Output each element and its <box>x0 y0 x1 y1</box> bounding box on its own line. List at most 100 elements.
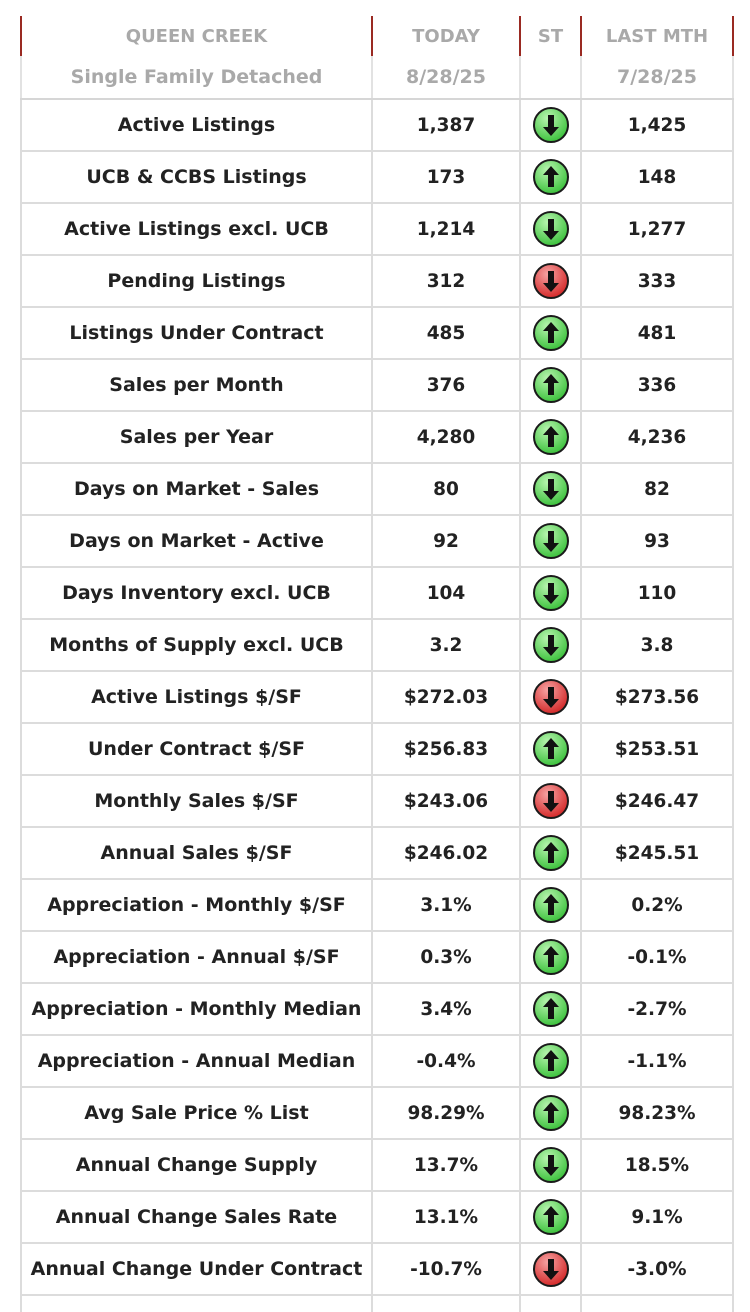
today-value: 3.1% <box>371 878 521 932</box>
arrow-up-icon <box>532 315 569 351</box>
today-value: 98.29% <box>371 1086 521 1140</box>
table-row: Pending Listings 312 333 <box>20 254 734 308</box>
today-value: 0.3% <box>371 930 521 984</box>
table-row: Appreciation - Annual Median -0.4% -1.1% <box>20 1034 734 1088</box>
trend-cell <box>519 98 582 152</box>
metric-label: Appreciation - Annual Median <box>20 1034 373 1088</box>
property-type-label: Single Family Detached <box>20 56 373 100</box>
trend-cell <box>519 514 582 568</box>
arrow-down-icon <box>532 523 569 559</box>
today-value: 376 <box>371 358 521 412</box>
trend-cell <box>519 306 582 360</box>
table-row: Active Listings 1,387 1,425 <box>20 98 734 152</box>
metric-label: Appreciation - Monthly Median <box>20 982 373 1036</box>
table-row: UCB & CCBS Listings 173 148 <box>20 150 734 204</box>
arrow-down-icon <box>532 471 569 507</box>
metric-label: Annual Change Supply <box>20 1138 373 1192</box>
today-value: 4,280 <box>371 410 521 464</box>
today-value: 1,387 <box>371 98 521 152</box>
table-cell <box>371 1294 521 1312</box>
table-row: Listings Under Contract 485 481 <box>20 306 734 360</box>
table-row: Sales per Year 4,280 4,236 <box>20 410 734 464</box>
metric-label: Active Listings excl. UCB <box>20 202 373 256</box>
arrow-up-icon <box>532 419 569 455</box>
today-value: $246.02 <box>371 826 521 880</box>
today-date: 8/28/25 <box>371 56 521 100</box>
table-row: Under Contract $/SF $256.83 $253.51 <box>20 722 734 776</box>
today-value: 173 <box>371 150 521 204</box>
trend-cell <box>519 202 582 256</box>
today-value: 13.7% <box>371 1138 521 1192</box>
trend-cell <box>519 930 582 984</box>
trend-cell <box>519 462 582 516</box>
today-value: -10.7% <box>371 1242 521 1296</box>
arrow-up-icon <box>532 991 569 1027</box>
today-value: $243.06 <box>371 774 521 828</box>
table-row: Active Listings $/SF $272.03 $273.56 <box>20 670 734 724</box>
today-value: 3.4% <box>371 982 521 1036</box>
trend-cell <box>519 1138 582 1192</box>
arrow-up-icon <box>532 835 569 871</box>
arrow-up-icon <box>532 887 569 923</box>
last-month-value: 336 <box>580 358 734 412</box>
trend-cell <box>519 1190 582 1244</box>
metric-label: Appreciation - Monthly $/SF <box>20 878 373 932</box>
table-row: Annual Change Supply 13.7% 18.5% <box>20 1138 734 1192</box>
last-month-value: -0.1% <box>580 930 734 984</box>
metric-label: Annual Change Under Contract <box>20 1242 373 1296</box>
trend-cell <box>519 670 582 724</box>
arrow-up-icon <box>532 731 569 767</box>
trend-cell <box>519 358 582 412</box>
table-row: Days Inventory excl. UCB 104 110 <box>20 566 734 620</box>
table-row: Active Listings excl. UCB 1,214 1,277 <box>20 202 734 256</box>
table-row: Annual Change Under Contract -10.7% -3.0% <box>20 1242 734 1296</box>
metric-label: Sales per Month <box>20 358 373 412</box>
metric-label: Days on Market - Sales <box>20 462 373 516</box>
last-month-value: 333 <box>580 254 734 308</box>
table-row <box>20 1294 734 1312</box>
today-value: 485 <box>371 306 521 360</box>
last-month-value: 3.8 <box>580 618 734 672</box>
table-row: Appreciation - Monthly Median 3.4% -2.7% <box>20 982 734 1036</box>
last-month-value: 4,236 <box>580 410 734 464</box>
trend-cell <box>519 1034 582 1088</box>
last-month-value: 98.23% <box>580 1086 734 1140</box>
arrow-down-icon <box>532 627 569 663</box>
metric-label: Months of Supply excl. UCB <box>20 618 373 672</box>
last-month-value: $245.51 <box>580 826 734 880</box>
last-month-value: $273.56 <box>580 670 734 724</box>
metric-label: Days Inventory excl. UCB <box>20 566 373 620</box>
metric-label: Appreciation - Annual $/SF <box>20 930 373 984</box>
metric-label: Days on Market - Active <box>20 514 373 568</box>
today-value: 13.1% <box>371 1190 521 1244</box>
trend-cell <box>519 826 582 880</box>
last-month-value: 1,277 <box>580 202 734 256</box>
table-cell <box>580 1294 734 1312</box>
area-header: QUEEN CREEK <box>20 16 373 56</box>
last-month-value: 110 <box>580 566 734 620</box>
table-row: Appreciation - Monthly $/SF 3.1% 0.2% <box>20 878 734 932</box>
metric-label: Monthly Sales $/SF <box>20 774 373 828</box>
last-month-header: LAST MTH <box>581 16 734 56</box>
metric-label: Pending Listings <box>20 254 373 308</box>
arrow-up-icon <box>532 1095 569 1131</box>
market-stats-table: QUEEN CREEK TODAY ST LAST MTH Single Fam… <box>20 16 734 1312</box>
metric-label: Active Listings <box>20 98 373 152</box>
arrow-up-icon <box>532 939 569 975</box>
arrow-up-icon <box>532 367 569 403</box>
market-stats-table-container: QUEEN CREEK TODAY ST LAST MTH Single Fam… <box>20 16 735 1312</box>
arrow-down-icon <box>532 1251 569 1287</box>
last-month-value: 148 <box>580 150 734 204</box>
trend-cell <box>519 1086 582 1140</box>
last-month-value: 82 <box>580 462 734 516</box>
today-value: 1,214 <box>371 202 521 256</box>
table-row: Days on Market - Sales 80 82 <box>20 462 734 516</box>
last-month-value: $253.51 <box>580 722 734 776</box>
today-value: 312 <box>371 254 521 308</box>
table-row: Monthly Sales $/SF $243.06 $246.47 <box>20 774 734 828</box>
arrow-up-icon <box>532 1199 569 1235</box>
table-row: Sales per Month 376 336 <box>20 358 734 412</box>
trend-cell <box>519 150 582 204</box>
last-month-value: -2.7% <box>580 982 734 1036</box>
today-value: 104 <box>371 566 521 620</box>
